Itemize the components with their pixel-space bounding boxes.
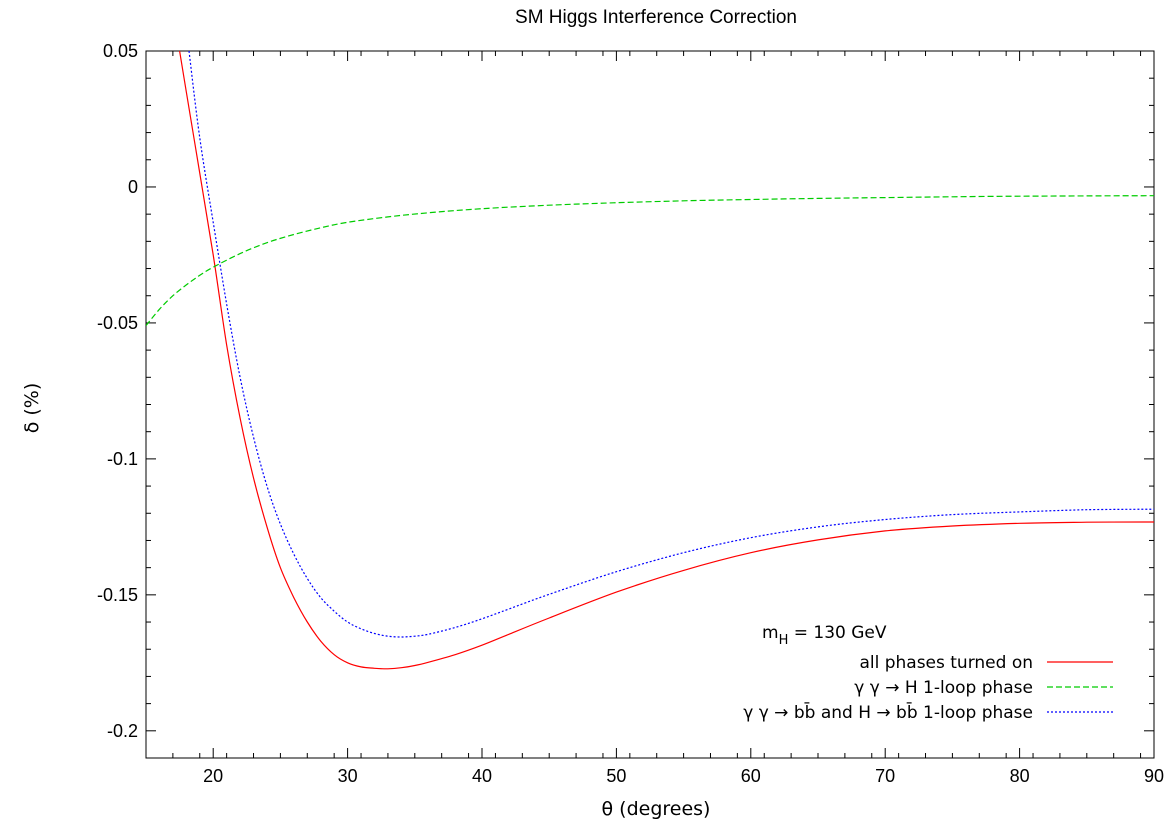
y-axis-title: δ (%) (21, 383, 43, 434)
tick-labels: 0.05 0 -0.05 -0.1 -0.15 -0.2 20 30 40 50 60 70 80 90 (97, 41, 1164, 786)
plot-border (145, 50, 1155, 759)
x-tick-label: 80 (1010, 766, 1030, 786)
x-tick-label: 70 (875, 766, 895, 786)
y-tick-label: -0.1 (107, 449, 138, 469)
mass-annotation-rest: = 130 GeV (788, 623, 887, 643)
plot-frame (145, 50, 1155, 759)
x-tick-label: 90 (1144, 766, 1164, 786)
mass-annotation: mH = 130 GeV (762, 623, 887, 648)
series-line-1 (179, 51, 1154, 670)
y-tick-label: 0 (128, 177, 138, 197)
x-tick-label: 60 (741, 766, 761, 786)
y-tick-label: -0.15 (97, 585, 138, 605)
x-tick-label: 20 (203, 766, 223, 786)
chart-title: SM Higgs Interference Correction (515, 7, 797, 28)
y-tick-label: -0.2 (107, 721, 138, 741)
x-tick-label: 50 (606, 766, 626, 786)
legend-label-1: all phases turned on (859, 653, 1033, 673)
axis-ticks (145, 50, 1155, 758)
series-lines (146, 51, 1154, 670)
mass-annotation-sub: H (779, 633, 789, 648)
legend-label-2: γ γ → H 1-loop phase (854, 678, 1033, 698)
series-line-2 (146, 195, 1154, 326)
x-axis-title: θ (degrees) (602, 798, 711, 820)
series-line-3 (188, 51, 1154, 638)
y-tick-label: 0.05 (103, 41, 138, 61)
y-tick-label: -0.05 (97, 313, 138, 333)
legend-label-3: γ γ → bb̄ and H → bb̄ 1-loop phase (743, 701, 1033, 723)
x-tick-label: 40 (472, 766, 492, 786)
legend: mH = 130 GeV all phases turned on γ γ → H… (743, 623, 1113, 723)
x-tick-label: 30 (338, 766, 358, 786)
mass-annotation-main: m (762, 623, 779, 643)
